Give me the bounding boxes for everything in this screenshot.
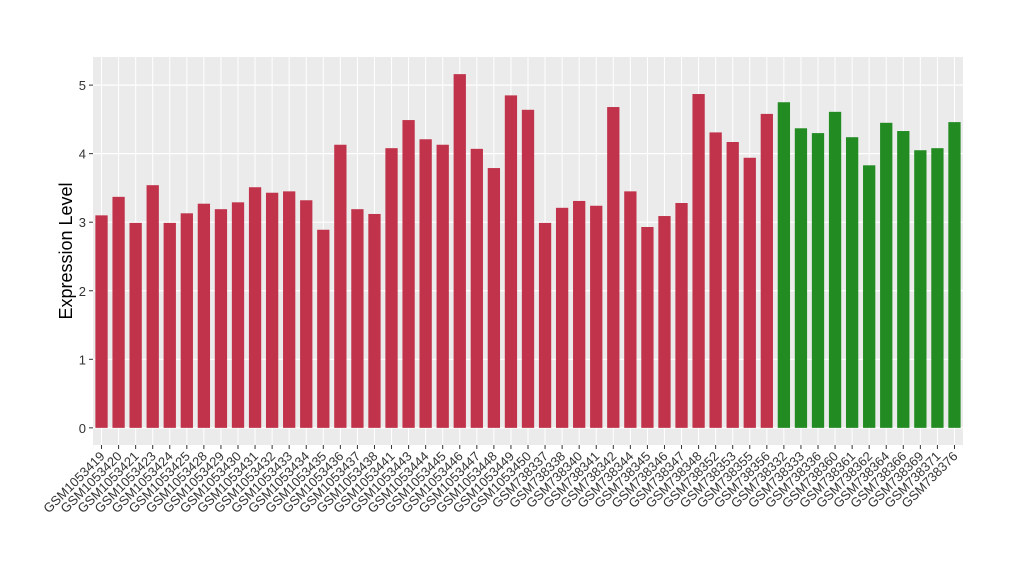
bar [368,213,381,428]
bar [555,207,569,428]
bar [487,168,501,428]
bar [914,150,927,428]
bar [590,205,603,428]
bar [658,216,671,428]
y-tick-label: 4 [79,147,86,162]
bar [880,122,893,428]
bar [300,200,313,428]
bar [129,222,142,428]
bar [828,111,842,428]
bar [265,192,279,428]
bar [163,222,176,428]
bar [624,191,637,428]
bar [897,131,910,428]
bar [743,157,756,428]
bar [453,74,466,428]
bar [931,148,944,428]
y-tick-label: 3 [79,215,86,230]
bar [334,144,347,428]
bar [283,191,296,428]
bar [538,222,552,428]
bar [760,113,773,428]
y-tick-label: 1 [79,352,86,367]
bar [675,203,688,428]
bar [607,107,620,428]
bar [863,165,876,428]
bar [317,229,330,428]
bar [521,109,535,428]
bar [351,209,364,428]
y-tick-label: 2 [79,284,86,299]
bar [777,102,791,428]
bar [180,213,193,428]
bar [726,142,739,428]
bar [248,187,262,428]
bar [419,139,432,428]
bar [641,227,654,428]
bar [794,128,808,428]
bar [948,122,961,428]
bar [709,132,722,428]
bar [845,137,859,428]
bar [197,203,211,428]
y-tick-label: 0 [79,421,86,436]
y-tick-label: 5 [79,78,86,93]
bar [146,185,159,428]
y-axis-title: Expression Level [56,182,76,319]
bar [385,148,398,428]
bar [112,196,125,428]
bar [95,215,108,428]
bar [436,144,449,428]
bar [402,120,415,428]
bar [214,209,228,428]
bar [573,200,586,428]
bar [231,202,245,428]
bar [811,133,825,428]
bar [692,94,705,428]
bar [504,95,518,428]
bar [470,148,483,428]
